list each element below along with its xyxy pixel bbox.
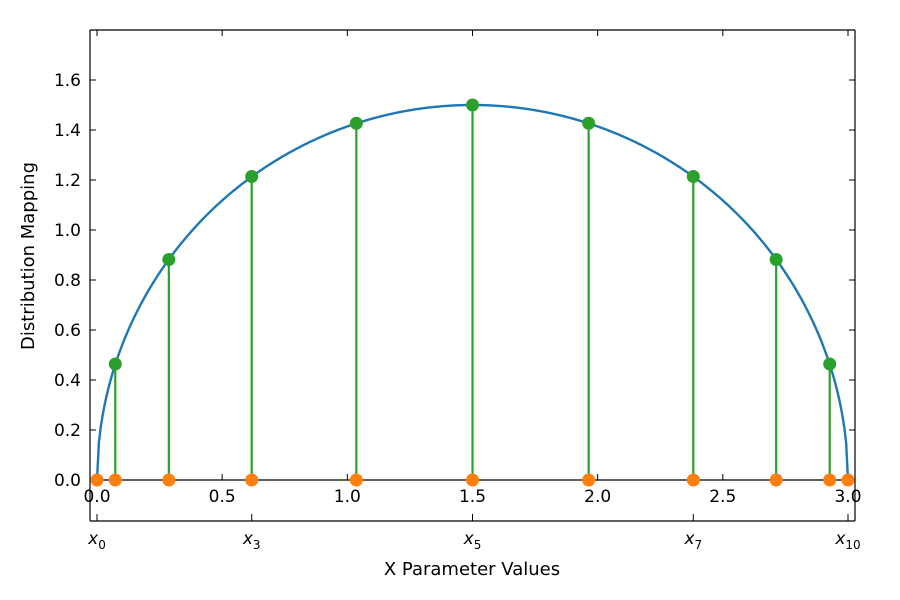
- top-marker: [108, 357, 122, 371]
- top-marker: [582, 116, 596, 130]
- x-tick-label: 2.5: [709, 487, 736, 507]
- y-tick-label: 1.4: [54, 121, 81, 141]
- base-marker: [686, 473, 700, 487]
- secondary-tick-label: x0: [87, 529, 106, 552]
- base-marker: [769, 473, 783, 487]
- y-tick-label: 0.4: [54, 371, 81, 391]
- top-marker: [686, 170, 700, 183]
- base-marker: [349, 473, 363, 487]
- x-tick-label: 1.5: [459, 487, 486, 507]
- y-tick-label: 0.2: [54, 421, 81, 441]
- top-marker: [162, 253, 176, 266]
- y-tick-label: 0.8: [54, 271, 81, 291]
- secondary-tick-label: x10: [834, 529, 860, 552]
- top-marker: [349, 116, 363, 130]
- top-marker: [245, 170, 259, 183]
- x-tick-label: 3.0: [834, 487, 861, 507]
- top-marker: [823, 357, 837, 371]
- y-tick-label: 0.0: [54, 471, 81, 491]
- x-axis-title: X Parameter Values: [384, 559, 560, 580]
- label-layer: x0 x3 x5 x7 x10: [87, 529, 861, 552]
- y-axis-title: Distribution Mapping: [18, 162, 39, 350]
- x-tick-label: 0.0: [83, 487, 110, 507]
- base-marker: [90, 473, 104, 487]
- axes: 0.0 0.2 0.4 0.6 0.8 1.0 1.2 1.4 1.6 0.0 0.5 1.0 1.5 2…: [54, 29, 862, 522]
- y-tick-label: 0.6: [54, 321, 81, 341]
- base-marker: [245, 473, 259, 487]
- x-tick-label: 2.0: [584, 487, 611, 507]
- secondary-tick-label: x3: [242, 529, 261, 552]
- secondary-tick-label: x7: [683, 529, 702, 552]
- x-tick-label: 1.0: [334, 487, 361, 507]
- base-marker: [162, 473, 176, 487]
- y-tick-label: 1.6: [54, 71, 81, 91]
- base-marker: [841, 473, 855, 487]
- base-marker: [582, 473, 596, 487]
- stem-layer: [114, 105, 831, 480]
- y-tick-label: 1.0: [54, 221, 81, 241]
- marker-layer: [90, 98, 855, 487]
- base-marker: [466, 473, 479, 487]
- top-marker: [769, 253, 783, 266]
- y-tick-label: 1.2: [54, 171, 81, 191]
- top-marker: [466, 98, 479, 112]
- x-tick-label: 0.5: [209, 487, 236, 507]
- base-marker: [823, 473, 837, 487]
- secondary-tick-label: x5: [463, 529, 482, 552]
- base-marker: [108, 473, 122, 487]
